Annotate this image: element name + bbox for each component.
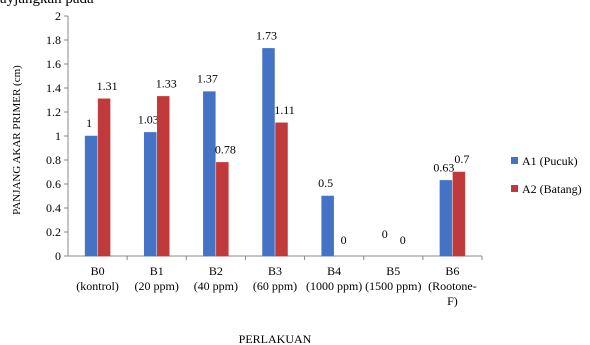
x-tick-label: (60 ppm)	[253, 279, 297, 293]
data-label: 0.5	[318, 176, 333, 190]
data-label: 0.63	[433, 160, 454, 174]
x-tick-label: (Rootone-	[428, 279, 477, 293]
data-label: 0	[341, 233, 347, 247]
x-tick-label: B4	[327, 264, 341, 278]
y-tick-label: 1	[55, 129, 61, 143]
y-tick-label: 0.4	[46, 201, 61, 215]
y-tick-label: 1.8	[46, 33, 61, 47]
data-label: 1.37	[197, 72, 218, 86]
bar-a1	[203, 91, 216, 257]
bar-a2	[216, 162, 229, 257]
data-label: 0	[382, 227, 388, 241]
header-text-fragment: ayjangkan pada	[0, 0, 94, 8]
legend-label: A1 (Pucuk)	[522, 154, 578, 168]
x-tick-label: F)	[447, 294, 458, 308]
data-label: 1.31	[97, 79, 118, 93]
y-tick-label: 2	[55, 9, 61, 23]
legend-label: A2 (Batang)	[522, 182, 582, 196]
data-label: 1	[86, 116, 92, 130]
x-tick-label: (40 ppm)	[194, 279, 238, 293]
y-tick-label: 0.6	[46, 177, 61, 191]
y-tick-label: 1.4	[46, 81, 61, 95]
x-tick-label: B0	[91, 264, 105, 278]
x-tick-label: B2	[209, 264, 223, 278]
x-tick-label: (1000 ppm)	[306, 279, 362, 293]
legend-swatch	[511, 185, 518, 192]
x-tick-label: B6	[445, 264, 459, 278]
bar-a1	[84, 135, 98, 257]
y-tick-label: 0	[55, 249, 61, 263]
x-tick-label: (1500 ppm)	[365, 279, 421, 293]
data-label: 0.7	[454, 152, 469, 166]
x-tick-label: B3	[268, 264, 282, 278]
y-tick-label: 0.8	[46, 153, 61, 167]
legend-swatch	[511, 157, 518, 164]
data-label: 0	[400, 233, 406, 247]
bar-a2	[97, 98, 111, 257]
x-tick-label: B5	[386, 264, 400, 278]
data-label: 1.73	[256, 28, 277, 42]
y-tick-label: 0.2	[46, 225, 61, 239]
x-tick-label: (kontrol)	[76, 279, 119, 293]
data-label: 1.03	[138, 112, 159, 126]
y-tick-label: 1.6	[46, 57, 61, 71]
data-label: 1.11	[274, 103, 295, 117]
data-label: 0.78	[215, 142, 236, 156]
bar-a2	[275, 122, 288, 257]
data-label: 1.33	[156, 76, 177, 90]
bar-a2	[452, 171, 466, 257]
bar-a1	[143, 132, 157, 257]
bar-a1	[262, 48, 275, 257]
bar-a2	[156, 96, 170, 257]
x-axis-title: PERLAKUAN	[239, 332, 312, 345]
bar-a1	[439, 180, 453, 257]
y-axis-title: PANJANG AKAR PRIMER (cm)	[11, 65, 23, 215]
x-tick-label: (20 ppm)	[135, 279, 179, 293]
x-tick-label: B1	[150, 264, 164, 278]
y-tick-label: 1.2	[46, 105, 61, 119]
bar-a1	[321, 195, 334, 257]
